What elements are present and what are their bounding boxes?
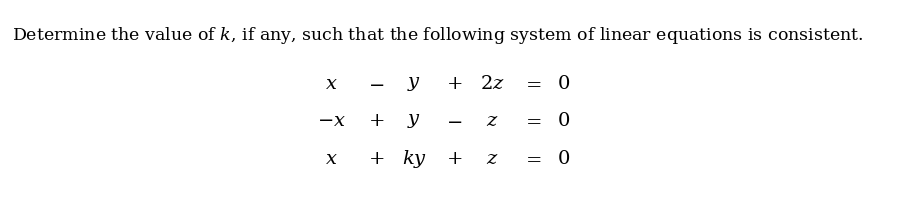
Text: $+$: $+$ — [446, 150, 462, 168]
Text: $=$: $=$ — [522, 112, 542, 130]
Text: $+$: $+$ — [367, 150, 384, 168]
Text: $-$: $-$ — [446, 112, 462, 130]
Text: $-x$: $-x$ — [317, 112, 346, 130]
Text: $=$: $=$ — [522, 150, 542, 168]
Text: $z$: $z$ — [486, 112, 499, 130]
Text: $+$: $+$ — [367, 112, 384, 130]
Text: $y$: $y$ — [407, 112, 422, 130]
Text: $x$: $x$ — [325, 150, 338, 168]
Text: $x$: $x$ — [325, 75, 338, 93]
Text: $+$: $+$ — [446, 75, 462, 93]
Text: $-$: $-$ — [367, 75, 384, 93]
Text: $=$: $=$ — [522, 75, 542, 93]
Text: $0$: $0$ — [557, 75, 570, 93]
Text: $y$: $y$ — [407, 75, 422, 93]
Text: $ky$: $ky$ — [402, 148, 427, 170]
Text: $2z$: $2z$ — [481, 75, 505, 93]
Text: $0$: $0$ — [557, 150, 570, 168]
Text: Determine the value of $k$, if any, such that the following system of linear equ: Determine the value of $k$, if any, such… — [12, 25, 864, 46]
Text: $0$: $0$ — [557, 112, 570, 130]
Text: $z$: $z$ — [486, 150, 499, 168]
